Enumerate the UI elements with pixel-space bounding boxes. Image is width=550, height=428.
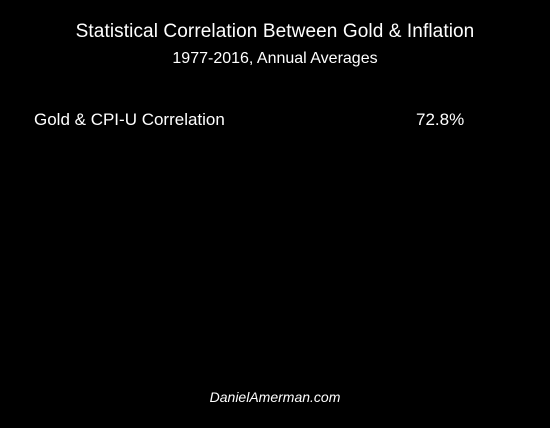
slide-subtitle: 1977-2016, Annual Averages	[172, 50, 378, 67]
correlation-value: 72.8%	[416, 110, 465, 129]
footer-attribution: DanielAmerman.com	[209, 389, 341, 405]
slide-title: Statistical Correlation Between Gold & I…	[75, 21, 475, 42]
correlation-label: Gold & CPI-U Correlation	[34, 110, 225, 129]
